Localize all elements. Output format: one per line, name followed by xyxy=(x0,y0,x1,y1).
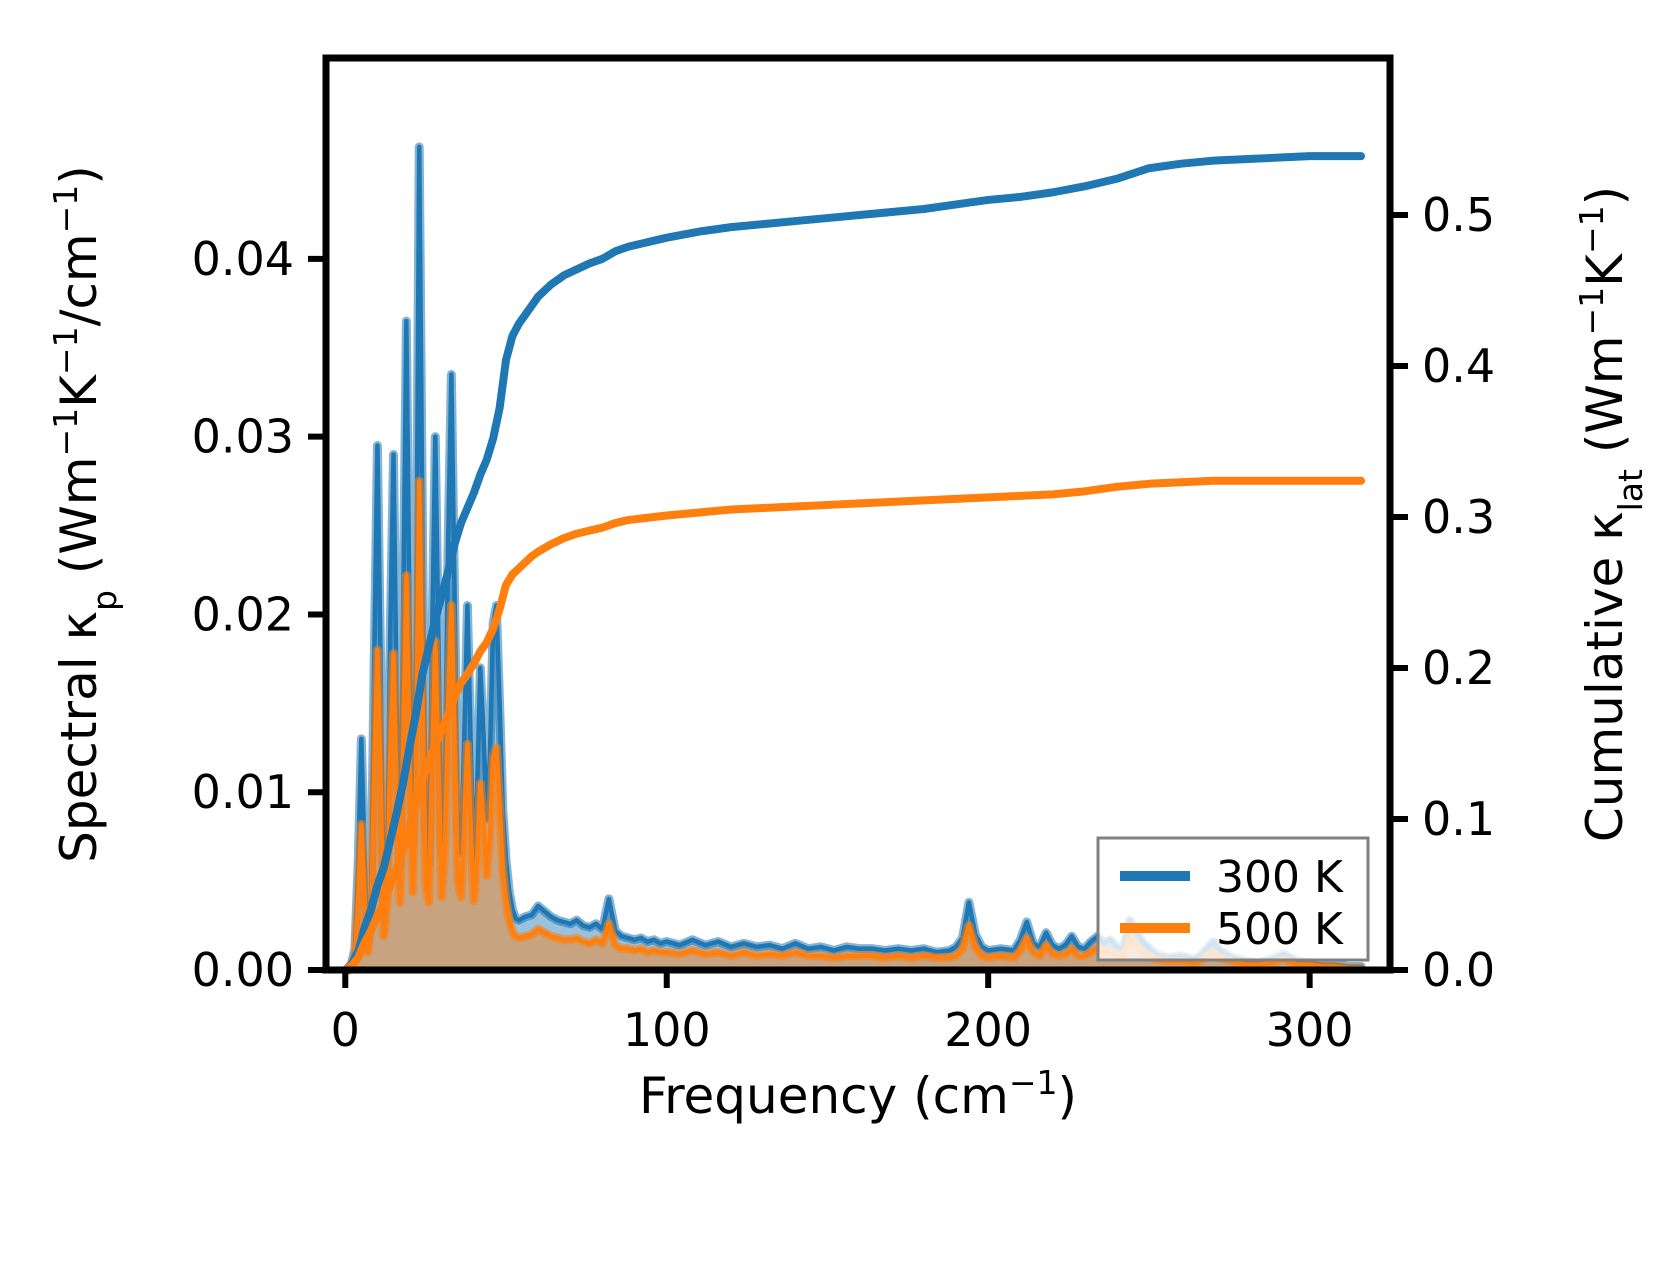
y-left-tick-label: 0.03 xyxy=(192,410,294,464)
y-right-tick-label: 0.0 xyxy=(1422,943,1495,997)
x-axis-title: Frequency (cm−1) xyxy=(639,1063,1077,1126)
x-tick-label: 0 xyxy=(331,1003,360,1057)
legend-label-1: 500 K xyxy=(1216,904,1344,955)
y-left-tick-label: 0.01 xyxy=(192,765,294,819)
plot-frame xyxy=(322,54,1394,974)
y-right-axis-title: Cumulative κlat (Wm−1K−1) xyxy=(1572,186,1650,842)
y-left-tick-label: 0.00 xyxy=(192,943,294,997)
y-left-tick-label: 0.02 xyxy=(192,587,294,641)
y-right-tick-label: 0.1 xyxy=(1422,792,1495,846)
series-fill-1 xyxy=(348,481,1362,970)
legend-box xyxy=(1096,836,1370,962)
legend-label-0: 300 K xyxy=(1216,852,1344,903)
series-fill-0 xyxy=(348,146,1362,970)
series-line-2 xyxy=(341,152,1366,974)
series-line-3 xyxy=(341,476,1366,974)
y-left-tick-label: 0.04 xyxy=(192,232,294,286)
y-right-tick-label: 0.3 xyxy=(1422,490,1495,544)
x-tick-label: 100 xyxy=(623,1003,711,1057)
y-right-tick-label: 0.2 xyxy=(1422,641,1495,695)
y-right-tick-label: 0.4 xyxy=(1422,339,1495,393)
x-tick-label: 300 xyxy=(1266,1003,1354,1057)
x-tick-label: 200 xyxy=(944,1003,1032,1057)
y-left-axis-title: Spectral κp (Wm−1K−1/cm−1) xyxy=(46,165,124,863)
y-right-tick-label: 0.5 xyxy=(1422,188,1495,242)
